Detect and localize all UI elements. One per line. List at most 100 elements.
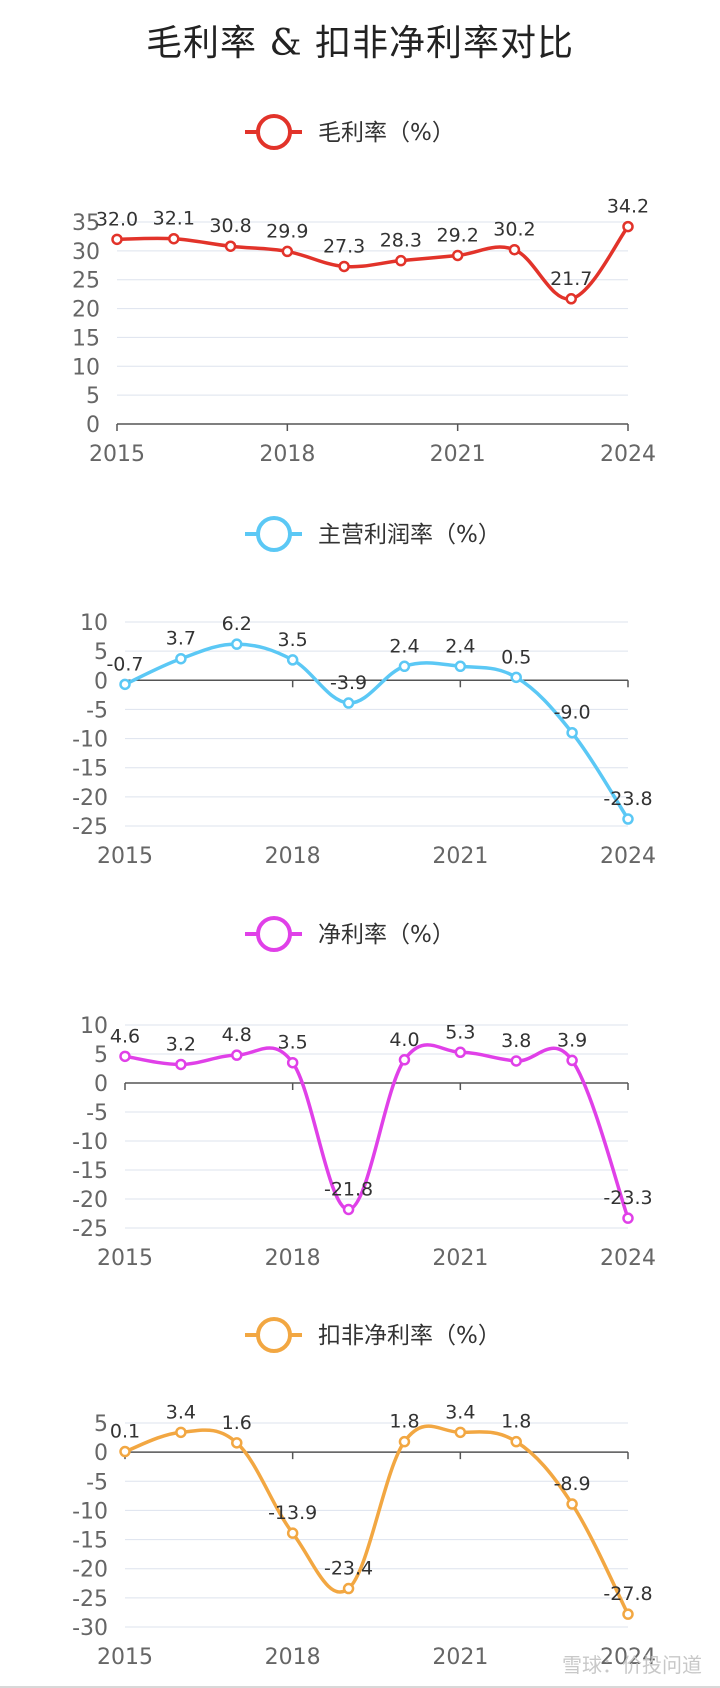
data-label: 4.6 [110, 1025, 140, 1047]
y-tick-label: 30 [72, 240, 100, 265]
data-point [342, 1582, 355, 1595]
y-tick-label: -5 [86, 1101, 108, 1126]
data-label: -3.9 [330, 672, 367, 694]
data-point [286, 1527, 299, 1539]
legend-label: 净利率（%） [318, 922, 455, 948]
data-point [175, 1058, 187, 1071]
watermark: 雪球：价投问道 [562, 1653, 702, 1677]
y-tick-label: 0 [94, 669, 108, 694]
y-tick-label: 10 [80, 1014, 108, 1039]
data-point [286, 1056, 299, 1069]
data-point [286, 654, 299, 666]
data-label: 3.7 [166, 628, 196, 650]
chart-4: 扣非净利率（%） -30 -25 -20 -15 -10 -5 0 5 2015 2018 2021 2… [72, 1317, 656, 1670]
chart-3: 净利率（%） -25 -20 -15 -10 -5 0 5 10 2015 2018 2021 2024… [72, 916, 656, 1271]
x-tick-label: 2021 [432, 1246, 488, 1271]
data-label: 32.1 [153, 208, 195, 230]
legend-marker [256, 1317, 292, 1353]
data-point [622, 220, 634, 233]
data-label: 27.3 [323, 235, 365, 257]
data-point [395, 254, 407, 267]
data-label: 28.3 [380, 230, 422, 252]
data-label: 3.5 [278, 629, 308, 651]
data-point [338, 260, 350, 273]
data-label: 1.8 [389, 1411, 419, 1433]
y-tick-label: 5 [94, 1412, 108, 1437]
series-line [116, 225, 630, 301]
x-tick-label: 2015 [89, 442, 145, 467]
data-point [510, 1055, 522, 1067]
legend-label: 主营利润率（%） [318, 522, 501, 548]
data-label: 34.2 [607, 196, 649, 218]
x-tick-label: 2015 [97, 844, 153, 869]
x-tick-label: 2024 [600, 442, 656, 467]
data-label: -13.9 [268, 1502, 317, 1524]
data-point [119, 1050, 131, 1063]
data-point [510, 1435, 522, 1448]
y-tick-label: 15 [72, 326, 100, 351]
y-tick-label: -10 [72, 1130, 108, 1155]
page-title: 毛利率 & 扣非净利率对比 [146, 23, 574, 64]
data-label: 2.4 [389, 635, 419, 657]
x-tick-label: 2021 [432, 844, 488, 869]
legend-label: 毛利率（%） [318, 120, 455, 146]
y-tick-label: 0 [86, 413, 100, 438]
data-label: 0.5 [501, 646, 531, 668]
x-tick-label: 2024 [600, 1645, 656, 1670]
x-tick-label: 2018 [265, 1246, 321, 1271]
data-label: 4.8 [222, 1024, 252, 1046]
data-label: 6.2 [222, 613, 252, 635]
y-tick-label: -5 [86, 1470, 108, 1495]
data-label: 3.8 [501, 1030, 531, 1052]
series-line [124, 1043, 630, 1219]
data-point [119, 678, 131, 691]
y-tick-label: -25 [72, 815, 108, 840]
x-tick-label: 2024 [600, 844, 656, 869]
y-tick-label: -25 [72, 1217, 108, 1242]
x-tick-label: 2015 [97, 1645, 153, 1670]
x-tick-label: 2024 [600, 1246, 656, 1271]
data-point [342, 697, 355, 709]
x-tick-label: 2021 [432, 1645, 488, 1670]
data-point [622, 1608, 634, 1620]
x-tick-label: 2018 [259, 442, 315, 467]
data-label: -23.4 [324, 1558, 373, 1580]
chart-2: 主营利润率（%） -25 -20 -15 -10 -5 0 5 10 2015 2018 2021 20… [72, 516, 656, 869]
data-label: 3.9 [557, 1029, 587, 1051]
y-tick-label: 5 [94, 640, 108, 665]
data-point [175, 1426, 187, 1439]
data-label: 2.4 [445, 635, 475, 657]
data-point [398, 660, 411, 673]
data-point [281, 245, 294, 258]
y-tick-label: 10 [72, 355, 100, 380]
y-tick-label: -25 [72, 1587, 108, 1612]
data-point [224, 240, 237, 252]
data-label: 32.0 [96, 208, 138, 230]
data-label: 29.9 [266, 220, 308, 242]
data-label: 21.7 [550, 268, 592, 290]
data-point [508, 243, 521, 256]
legend-label: 扣非净利率（%） [318, 1323, 501, 1349]
data-point [398, 1435, 411, 1448]
data-label: 29.2 [437, 224, 479, 246]
y-tick-label: -15 [72, 1529, 108, 1554]
data-label: 30.2 [493, 219, 535, 241]
data-label: -27.8 [603, 1583, 652, 1605]
y-tick-label: 0 [94, 1441, 108, 1466]
data-point [111, 233, 123, 246]
data-label: 3.4 [445, 1401, 475, 1423]
data-label: 1.6 [222, 1412, 252, 1434]
data-label: -8.9 [554, 1473, 591, 1495]
data-point [454, 1046, 467, 1059]
data-point [622, 1212, 634, 1224]
data-label: -23.3 [603, 1187, 652, 1209]
series-line [124, 1424, 630, 1615]
y-tick-label: 10 [80, 611, 108, 636]
y-tick-label: -20 [72, 1558, 108, 1583]
x-tick-label: 2018 [265, 844, 321, 869]
y-tick-label: -20 [72, 1188, 108, 1213]
data-point [168, 232, 180, 245]
data-point [566, 726, 578, 739]
data-label: 3.5 [278, 1032, 308, 1054]
